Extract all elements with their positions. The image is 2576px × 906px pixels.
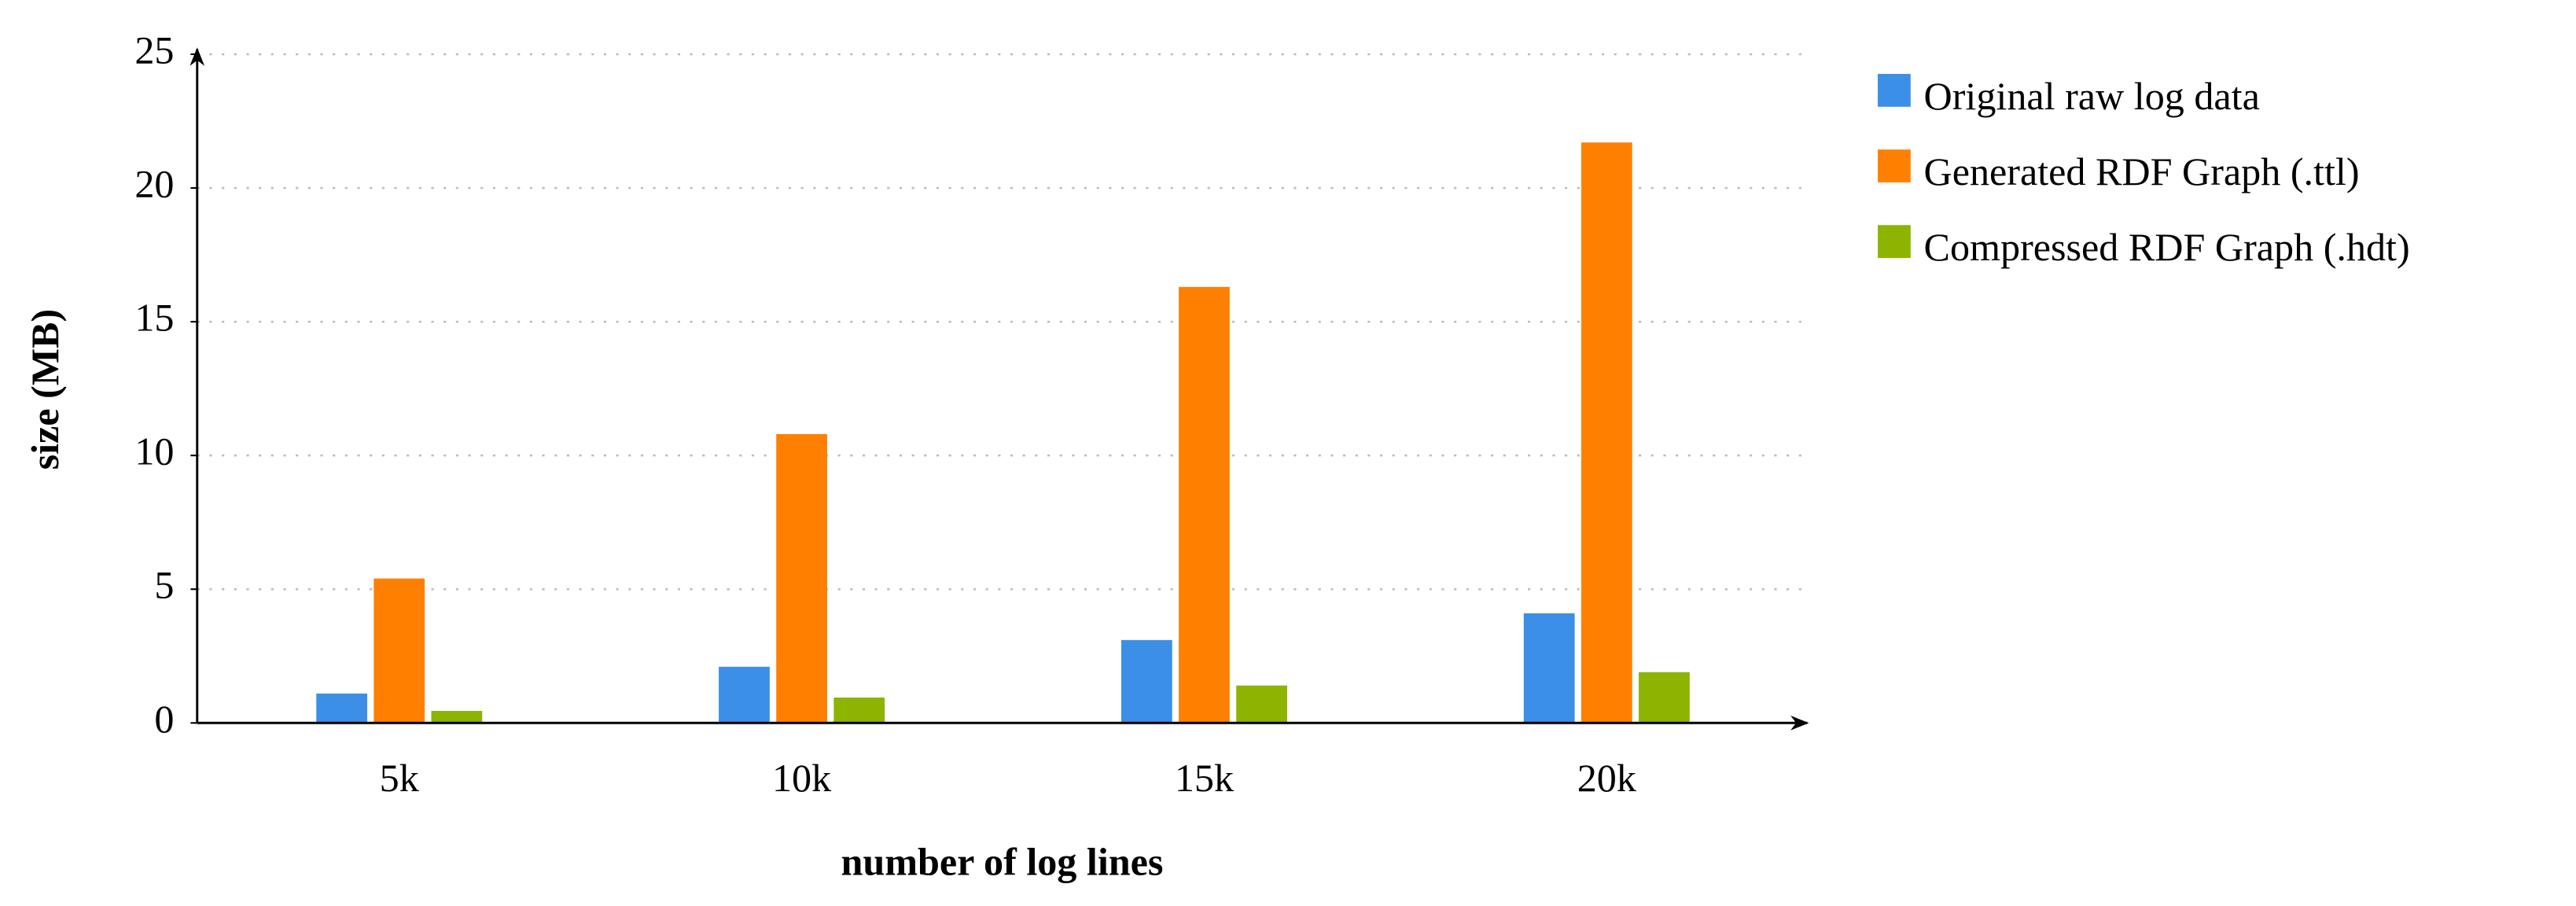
bar bbox=[1179, 286, 1230, 724]
legend-swatch bbox=[1878, 74, 1911, 107]
bars bbox=[316, 142, 1690, 724]
x-tick-label: 20k bbox=[1577, 756, 1637, 800]
y-tick-label: 0 bbox=[154, 697, 174, 741]
x-tick-label: 10k bbox=[772, 756, 832, 800]
y-tick-label: 5 bbox=[154, 563, 174, 607]
x-tick-label: 5k bbox=[380, 756, 420, 800]
legend-label: Generated RDF Graph (.ttl) bbox=[1924, 149, 2360, 193]
bar bbox=[776, 433, 827, 724]
bar bbox=[1236, 685, 1287, 724]
grid bbox=[197, 53, 1808, 591]
y-axis-label: size (MB) bbox=[23, 309, 67, 470]
legend-label: Compressed RDF Graph (.hdt) bbox=[1924, 225, 2410, 269]
bar bbox=[1639, 672, 1690, 724]
legend-swatch bbox=[1878, 149, 1911, 182]
y-tick-label: 20 bbox=[134, 162, 174, 206]
bar bbox=[1121, 639, 1172, 724]
bar bbox=[1523, 613, 1575, 724]
y-tick-label: 10 bbox=[134, 429, 174, 473]
y-tick-label: 15 bbox=[134, 296, 174, 340]
x-tick-label: 15k bbox=[1175, 756, 1235, 800]
legend-swatch bbox=[1878, 225, 1911, 259]
y-tick-label: 25 bbox=[134, 28, 174, 72]
bar bbox=[719, 666, 770, 724]
bar bbox=[374, 578, 425, 724]
x-axis-label: number of log lines bbox=[841, 840, 1164, 884]
bar bbox=[431, 710, 483, 724]
bar bbox=[1581, 142, 1632, 724]
legend-label: Original raw log data bbox=[1924, 74, 2260, 118]
bar bbox=[834, 697, 885, 724]
bar bbox=[316, 693, 367, 724]
